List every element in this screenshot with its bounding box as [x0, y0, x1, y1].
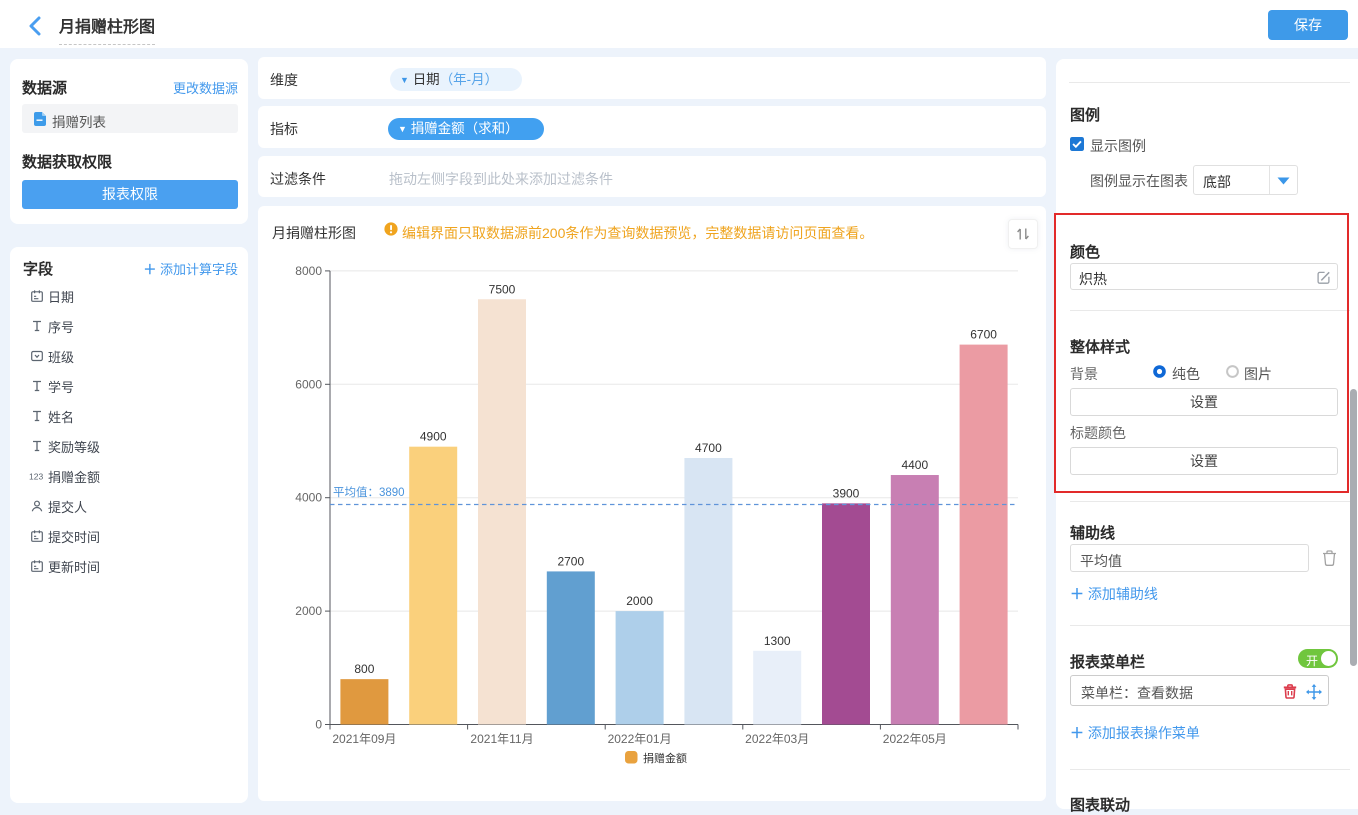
- svg-text:6000: 6000: [295, 377, 322, 391]
- svg-text:8000: 8000: [295, 264, 322, 278]
- svg-text:平均值：3890: 平均值：3890: [333, 486, 405, 499]
- svg-text:2021年09月: 2021年09月: [332, 732, 396, 746]
- svg-text:2021年11月: 2021年11月: [470, 732, 533, 746]
- svg-text:6700: 6700: [970, 328, 997, 342]
- svg-text:7500: 7500: [489, 282, 516, 296]
- svg-text:2022年03月: 2022年03月: [745, 732, 809, 746]
- svg-text:2000: 2000: [295, 604, 322, 618]
- svg-text:123: 123: [29, 472, 43, 482]
- svg-text:0: 0: [315, 718, 322, 732]
- svg-text:3900: 3900: [833, 486, 860, 500]
- svg-text:4400: 4400: [901, 458, 928, 472]
- svg-text:2022年05月: 2022年05月: [883, 732, 947, 746]
- svg-text:2022年01月: 2022年01月: [608, 732, 672, 746]
- svg-text:2000: 2000: [626, 594, 653, 608]
- svg-text:800: 800: [354, 662, 374, 676]
- svg-text:4000: 4000: [295, 491, 322, 505]
- svg-text:1300: 1300: [764, 634, 791, 648]
- svg-text:捐赠金额: 捐赠金额: [643, 751, 687, 765]
- svg-text:4700: 4700: [695, 441, 722, 455]
- svg-text:4900: 4900: [420, 430, 447, 444]
- svg-text:2700: 2700: [557, 554, 584, 568]
